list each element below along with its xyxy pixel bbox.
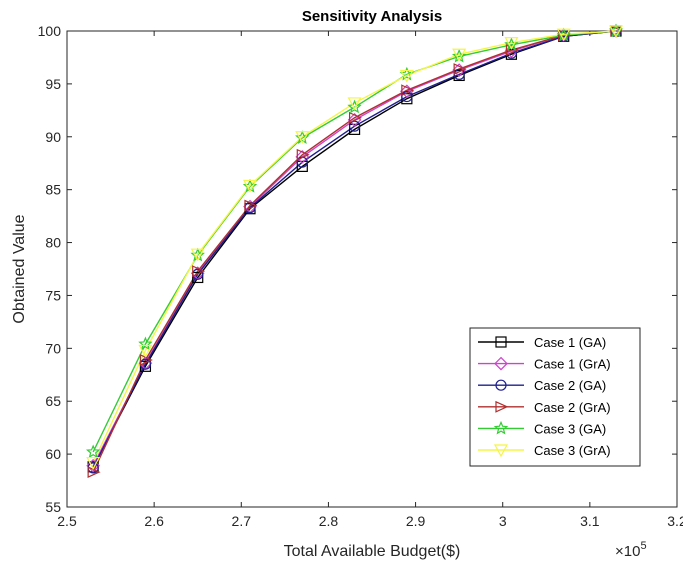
legend-marker [493, 420, 509, 435]
legend-box [469, 327, 641, 467]
data-point [296, 148, 310, 161]
data-point [242, 179, 258, 193]
x-tick-label: 2.8 [319, 513, 339, 529]
y-tick-label: 55 [45, 499, 61, 515]
data-point [295, 131, 310, 145]
data-point [190, 248, 205, 262]
data-point [556, 28, 571, 42]
legend-label: Case 3 (GA) [534, 421, 606, 436]
x-tick-label: 3.2 [667, 513, 683, 529]
x-tick-label: 2.6 [144, 513, 164, 529]
legend-marker [494, 356, 508, 371]
data-point [453, 63, 467, 76]
legend-label: Case 2 (GA) [534, 378, 606, 393]
data-point [138, 336, 153, 351]
data-point [348, 120, 361, 132]
data-point [399, 69, 414, 83]
data-point [85, 444, 101, 459]
data-point [608, 25, 624, 39]
x-tick-label: 2.5 [57, 513, 77, 529]
y-tick-label: 75 [45, 287, 61, 303]
y-tick-label: 65 [45, 393, 61, 409]
data-point [139, 354, 153, 366]
data-point [296, 160, 308, 172]
legend-label: Case 3 (GrA) [534, 443, 611, 458]
y-tick-label: 80 [45, 235, 61, 251]
series-markers [85, 23, 624, 479]
x-axis-exponent-base: ×10 [615, 543, 640, 560]
data-point [86, 456, 101, 470]
x-axis-exponent: ×105 [615, 540, 647, 560]
data-point [192, 265, 206, 278]
y-tick-label: 85 [45, 182, 61, 198]
data-point [347, 97, 362, 111]
series-line-6 [92, 30, 617, 463]
x-tick-label: 2.7 [232, 513, 252, 529]
x-tick-label: 3 [499, 513, 507, 529]
data-point [87, 466, 101, 479]
series-line-4 [92, 30, 617, 473]
legend: Case 1 (GA) Case 1 (GrA) Case 2 (GA) Case 2… [469, 327, 641, 467]
data-point [244, 199, 258, 212]
data-point [401, 84, 415, 97]
legend-label: Case 2 (GrA) [534, 400, 611, 415]
legend-marker [495, 379, 507, 391]
y-tick-label: 100 [38, 23, 62, 39]
y-tick-label: 60 [45, 446, 61, 462]
x-tick-label: 2.9 [406, 513, 426, 529]
legend-label: Case 1 (GrA) [534, 357, 611, 372]
data-point [295, 150, 310, 164]
chart-title: Sensitivity Analysis [302, 8, 442, 25]
data-point [138, 344, 153, 358]
legend-marker [495, 400, 509, 413]
x-tick-label: 3.1 [580, 513, 600, 529]
data-point [347, 113, 362, 127]
data-point [192, 271, 204, 284]
data-point [452, 48, 467, 62]
y-tick-label: 95 [45, 76, 61, 92]
legend-marker [493, 444, 509, 458]
y-tick-label: 70 [45, 340, 61, 356]
axis-ticks: 2.5 2.6 2.7 2.8 2.9 3 3.1 3.2 55 60 65 70 75 80 85 90 95… [38, 23, 683, 529]
data-point [348, 111, 363, 124]
legend-label: Case 1 (GA) [534, 335, 606, 350]
y-tick-label: 90 [45, 129, 61, 145]
data-point [348, 123, 361, 135]
data-point [401, 90, 413, 103]
x-axis-exponent-power: 5 [640, 540, 646, 552]
y-axis-label: Obtained Value [11, 214, 28, 323]
x-axis-label: Total Available Budget($) [284, 543, 461, 560]
data-point [504, 37, 519, 50]
legend-marker [495, 336, 507, 348]
data-point [86, 458, 100, 473]
